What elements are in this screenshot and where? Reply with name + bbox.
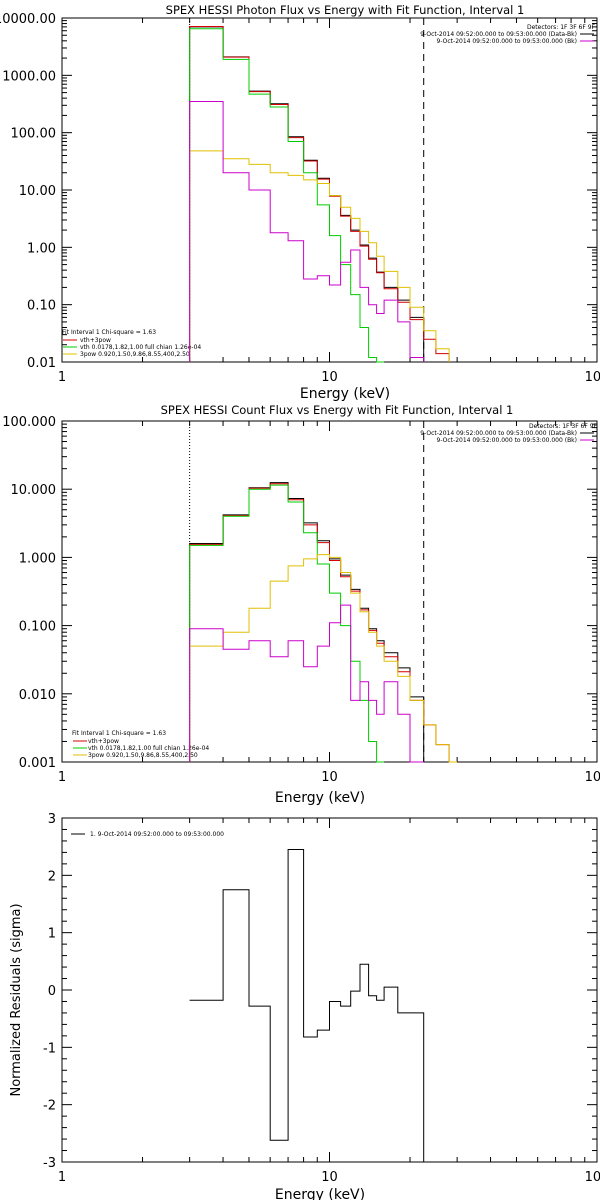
y-tick-label: 100.000	[2, 415, 56, 430]
series-3pow	[189, 554, 458, 763]
panel1-title: SPEX HESSI Photon Flux vs Energy with Fi…	[166, 3, 525, 17]
count-flux-panel: SPEX HESSI Count Flux vs Energy with Fit…	[2, 403, 600, 806]
panel1-fit-text: Fit Interval 1 Chi-square = 1.63	[62, 329, 156, 336]
x-tick-label: 1	[58, 1170, 66, 1185]
series-vth	[189, 28, 385, 363]
panel1-detectors: Detectors: 1F 3F 6F 9F	[527, 24, 596, 31]
x-tick-label: 100	[585, 1170, 600, 1185]
series-vth	[189, 484, 385, 763]
photon-flux-panel: SPEX HESSI Photon Flux vs Energy with Fi…	[0, 3, 600, 402]
series-vth-3pow	[189, 26, 450, 362]
series-bk	[189, 101, 425, 362]
y-tick-label: 10.00	[19, 184, 56, 199]
panel2-title: SPEX HESSI Count Flux vs Energy with Fit…	[161, 403, 514, 417]
panel2-legend-powerlaw: 3pow 0.920,1.50,9.86,8.55,400,2.50	[88, 752, 198, 759]
x-tick-label: 1	[58, 370, 66, 385]
panel1-legend-total: vth+3pow	[80, 337, 111, 344]
panel2-legend-databk: 9-Oct-2014 09:52:00.000 to 09:53:00.000 …	[420, 430, 577, 437]
panel2-legend-bk: 9-Oct-2014 09:52:00.000 to 09:53:00.000 …	[437, 437, 578, 444]
panel3-x-label: Energy (keV)	[275, 1187, 365, 1200]
panel1-legend-powerlaw: 3pow 0.920,1.50,9.86,8.55,400,2.50	[80, 351, 190, 358]
panel1-legend-databk: 9-Oct-2014 09:52:00.000 to 09:53:00.000 …	[420, 31, 577, 38]
series-resid	[189, 849, 425, 1162]
panel2-x-label: Energy (keV)	[275, 790, 365, 806]
series-3pow	[189, 150, 450, 362]
y-tick-label: 10.000	[11, 483, 57, 498]
y-tick-label: 100.00	[11, 127, 57, 142]
y-tick-label: 0.01	[27, 356, 56, 371]
y-tick-label: 3	[48, 812, 56, 827]
panel3-y-label: Normalized Residuals (sigma)	[9, 903, 24, 1096]
y-tick-label: 0.010	[19, 688, 56, 703]
x-tick-label: 10	[321, 370, 338, 385]
series-bk	[189, 604, 424, 763]
y-tick-label: 0.100	[19, 620, 56, 635]
panel2-fit-text: Fit Interval 1 Chi-square = 1.63	[72, 730, 166, 737]
panel2-legend-total: vth+3pow	[88, 738, 119, 745]
y-tick-label: 1	[48, 927, 56, 942]
y-tick-label: 0.10	[27, 299, 56, 314]
panel1-x-label: Energy (keV)	[300, 386, 390, 402]
panel1-legend-bk: 9-Oct-2014 09:52:00.000 to 09:53:00.000 …	[437, 38, 578, 45]
x-tick-label: 1	[58, 770, 66, 785]
y-tick-label: 0	[48, 984, 56, 999]
x-tick-label: 10	[321, 770, 338, 785]
panel1-legend-thermal: vth 0.0178,1.82,1.00 full chian 1.26e-04	[80, 344, 201, 351]
plot-frame	[61, 817, 598, 1163]
y-tick-label: -2	[43, 1099, 56, 1114]
panel2-legend-thermal: vth 0.0178,1.82,1.00 full chian 1.26e-04	[88, 745, 209, 752]
x-tick-label: 10	[321, 1170, 338, 1185]
x-tick-label: 100	[585, 370, 600, 385]
panel2-detectors: Detectors: 1F 3F 6F 9F	[529, 423, 598, 430]
series-vth-3pow	[189, 483, 458, 763]
residuals-panel: Energy (keV) Normalized Residuals (sigma…	[9, 812, 600, 1200]
series-data	[189, 26, 425, 362]
y-tick-label: 10000.00	[0, 12, 56, 27]
y-tick-label: 1.000	[19, 551, 56, 566]
y-tick-label: 1000.00	[2, 69, 56, 84]
y-tick-label: 0.001	[19, 756, 56, 771]
panel3-legend: 1. 9-Oct-2014 09:52:00.000 to 09:53:00.0…	[90, 831, 224, 838]
y-tick-label: 2	[48, 869, 56, 884]
y-tick-label: -3	[43, 1156, 56, 1171]
y-tick-label: -1	[43, 1041, 56, 1056]
x-tick-label: 100	[585, 770, 600, 785]
y-tick-label: 1.00	[27, 241, 56, 256]
